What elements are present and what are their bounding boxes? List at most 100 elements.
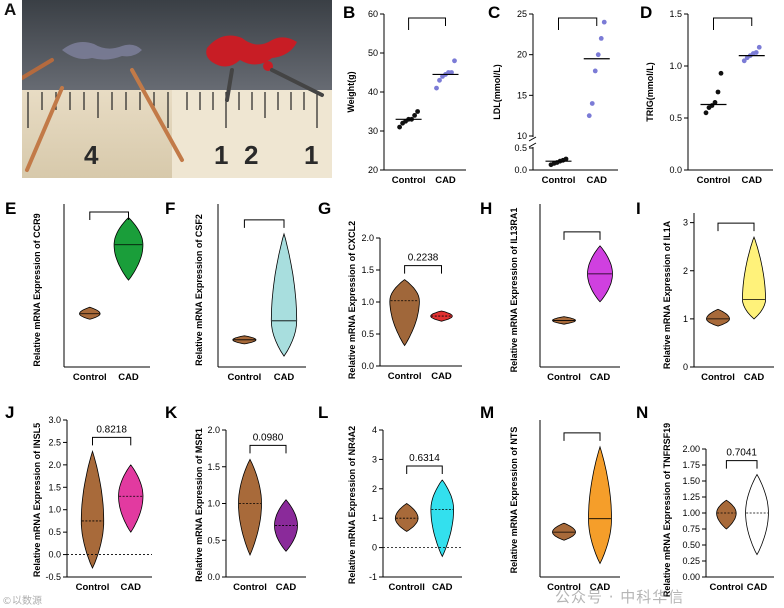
y-tick-label: 2.0 bbox=[207, 425, 220, 435]
y-tick-label: 1.00 bbox=[682, 508, 700, 518]
y-axis-label: Relative mRNA Expression of CXCL2 bbox=[347, 221, 357, 379]
significance-bracket bbox=[725, 460, 758, 469]
y-tick-label: 15 bbox=[517, 90, 527, 100]
chart-panel-h: H Relative mRNA Expression of IL13RA1 Cont… bbox=[480, 199, 620, 383]
y-tick-label: 0.0 bbox=[361, 361, 374, 371]
significance-bracket bbox=[717, 222, 755, 232]
violin-cad bbox=[430, 479, 455, 558]
chart-panel-k: K Relative mRNA Expression of MSR1 Control… bbox=[165, 403, 306, 593]
chart-panel-d: D TRIG(mmol/L) Control CAD 0.0 0.5 1.0 1.5 bbox=[640, 3, 773, 186]
x-tick-label: Control bbox=[73, 372, 107, 383]
chart-panel-n: N Relative mRNA Expression of TNFRSF19 Con… bbox=[636, 403, 774, 597]
significance-bracket bbox=[404, 265, 442, 274]
data-point bbox=[589, 101, 595, 106]
p-value-label: 0.2238 bbox=[408, 253, 439, 264]
y-tick-label: -0.5 bbox=[45, 572, 61, 582]
y-tick-label: 0.0 bbox=[48, 550, 61, 560]
y-tick-label: 0.5 bbox=[361, 329, 374, 339]
y-axis-label: Relative mRNA Expression of NTS bbox=[509, 427, 519, 574]
panel-letter-k: K bbox=[165, 403, 178, 422]
x-tick-label: Control bbox=[542, 175, 576, 186]
violin-cad bbox=[430, 310, 453, 322]
x-tick-label: Control bbox=[233, 582, 267, 593]
y-axis-label: TRIG(mmol/L) bbox=[645, 62, 655, 122]
x-tick-label: CAD bbox=[118, 372, 139, 383]
data-point bbox=[412, 113, 417, 118]
violin-cad bbox=[588, 445, 612, 565]
data-point bbox=[563, 156, 569, 162]
y-tick-label: 1 bbox=[372, 513, 377, 523]
chart-panel-c: C LDL(mmol/L) Control CAD 0.0 0.5 10 15 20 25 bbox=[488, 3, 618, 186]
violin-controll bbox=[394, 503, 419, 532]
data-point bbox=[712, 100, 718, 105]
y-tick-label: 0.0 bbox=[669, 165, 682, 175]
violin-cad bbox=[113, 217, 144, 281]
x-tick-label: CAD bbox=[274, 372, 295, 383]
x-tick-label: Control bbox=[547, 582, 581, 593]
x-tick-label: Control bbox=[388, 371, 422, 382]
y-tick-label: 2 bbox=[683, 266, 688, 276]
x-tick-label: CAD bbox=[747, 582, 768, 593]
y-axis-label: LDL(mmol/L) bbox=[492, 64, 502, 120]
y-axis-label: Weight(g) bbox=[346, 71, 356, 112]
violin-cad bbox=[745, 473, 769, 556]
axis-break-mark bbox=[528, 142, 537, 148]
ruler-label-4: 4 bbox=[84, 140, 99, 170]
y-tick-label: 2 bbox=[372, 484, 377, 494]
data-point bbox=[397, 124, 402, 130]
data-point bbox=[595, 52, 601, 58]
y-tick-label: 0.5 bbox=[514, 143, 527, 153]
y-tick-label: 60 bbox=[368, 9, 378, 19]
data-point bbox=[449, 70, 454, 75]
y-tick-label: 1.0 bbox=[361, 297, 374, 307]
violin-control bbox=[79, 306, 101, 320]
data-point bbox=[753, 50, 759, 55]
significance-bracket bbox=[243, 219, 285, 228]
panel-letter-c: C bbox=[488, 3, 500, 22]
p-value-label: 0.8218 bbox=[96, 424, 127, 435]
violin-control bbox=[238, 458, 262, 557]
y-tick-label: 20 bbox=[368, 165, 378, 175]
panel-letter-i: I bbox=[636, 199, 641, 218]
data-point bbox=[434, 85, 439, 91]
specimen-photo: 4 1 2 1 bbox=[22, 0, 332, 178]
significance-bracket bbox=[563, 231, 601, 240]
x-tick-label: Control bbox=[710, 582, 744, 593]
data-point bbox=[592, 68, 598, 74]
chart-panel-g: G Relative mRNA Expression of CXCL2 Contro… bbox=[318, 199, 462, 382]
y-tick-label: 1.75 bbox=[682, 460, 700, 470]
y-tick-label: 0.00 bbox=[682, 572, 700, 582]
y-axis-label: Relative mRNA Expression of CCR9 bbox=[32, 213, 42, 366]
significance-bracket bbox=[89, 211, 129, 220]
axis-break bbox=[530, 137, 536, 147]
data-point bbox=[741, 58, 747, 64]
panel-letter-l: L bbox=[318, 403, 328, 422]
significance-bracket bbox=[558, 17, 598, 30]
x-tick-label: Control bbox=[392, 175, 426, 186]
y-tick-label: 0.5 bbox=[48, 527, 61, 537]
significance-bracket bbox=[406, 465, 443, 474]
violin-control bbox=[389, 279, 420, 347]
p-value-label: 0.6314 bbox=[409, 453, 440, 464]
y-tick-label: 1.5 bbox=[207, 462, 220, 472]
y-tick-label: 40 bbox=[368, 87, 378, 97]
panel-letter-h: H bbox=[480, 199, 492, 218]
panel-letter-n: N bbox=[636, 403, 648, 422]
y-tick-label: 25 bbox=[517, 9, 527, 19]
x-tick-label: Control bbox=[701, 372, 735, 383]
y-tick-label: 2.0 bbox=[48, 460, 61, 470]
ruler-label-1a: 1 bbox=[214, 140, 229, 170]
x-tick-label: Controll bbox=[388, 582, 424, 593]
y-tick-label: 20 bbox=[517, 50, 527, 60]
data-point bbox=[586, 113, 592, 119]
p-value-label: 0.7041 bbox=[726, 448, 757, 459]
y-tick-label: 0.0 bbox=[514, 165, 527, 175]
chart-panel-i: I Relative mRNA Expression of IL1A Control… bbox=[636, 199, 774, 383]
y-tick-label: 2.5 bbox=[48, 437, 61, 447]
y-axis-label: Relative mRNA Expression of CSF2 bbox=[194, 214, 204, 366]
watermark-corner: ©以数源 bbox=[2, 596, 42, 607]
y-tick-label: 1.25 bbox=[682, 492, 700, 502]
x-tick-label: CAD bbox=[431, 371, 452, 382]
violin-cad bbox=[270, 232, 298, 357]
y-tick-label: -1 bbox=[369, 572, 377, 582]
